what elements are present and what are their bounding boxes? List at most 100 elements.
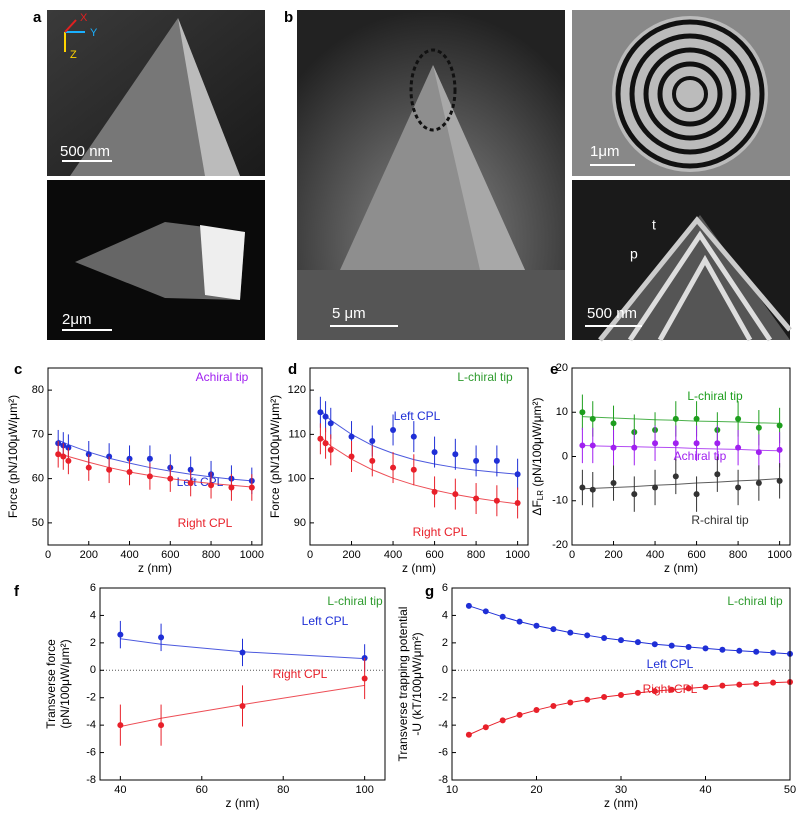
point [714,440,721,447]
x-tick-label: 200 [342,549,360,561]
x-tick-label: 400 [646,549,664,561]
point [550,702,557,709]
series-label: Left CPL [394,409,441,423]
point [327,420,334,427]
sem-image-a2: 2μm [47,180,265,340]
x-tick-label: 100 [355,784,373,796]
x-tick-label: 800 [467,549,485,561]
point [317,435,324,442]
point [579,442,586,449]
panel-label: b [284,9,293,26]
point [651,688,658,695]
scale-label: 500 nm [587,305,637,322]
series-label: L-chiral tip [687,389,743,403]
point [736,681,743,688]
point [589,442,596,449]
scale-label: 2μm [62,311,91,328]
point [361,675,368,682]
point [410,466,417,473]
y-tick-label: 90 [294,517,306,529]
x-tick-label: 60 [196,784,208,796]
annotation: L-chiral tip [727,594,783,608]
y-tick-label: 2 [442,637,448,649]
y-tick-label: -20 [552,539,568,551]
x-tick-label: 20 [530,784,542,796]
point [618,691,624,698]
point [327,446,334,453]
sem-image-a1: 500 nm X Y Z [47,10,265,176]
y-tick-label: -2 [86,692,96,704]
point [146,455,153,462]
scale-label: 5 μm [332,305,366,322]
point [516,618,523,625]
annotation: Achiral tip [196,370,249,384]
point [693,491,700,498]
point [618,637,624,644]
point [482,724,489,731]
x-tick-label: 30 [615,784,627,796]
point [685,643,692,650]
point [117,631,124,638]
point [167,475,174,482]
y-axis-label: (pN/100μW/μm²) [58,639,72,728]
point [631,491,638,498]
plot-frame [451,587,791,781]
point [390,426,397,433]
point [601,694,608,701]
series-label: Left CPL [302,614,349,628]
point [753,680,760,687]
point [208,482,215,489]
fit-line [58,452,252,488]
point [579,409,586,416]
point [702,645,709,652]
y-tick-label: 0 [442,664,448,676]
plot-frame [99,587,386,781]
point [736,647,743,654]
point [634,689,641,696]
point [770,649,777,656]
point [410,433,417,440]
annotation: t [652,217,656,233]
point [652,484,659,491]
point [714,471,721,478]
point [776,422,783,429]
x-tick-label: 1000 [240,549,264,561]
point [672,473,679,480]
point [567,699,574,706]
point [493,497,500,504]
sem-image-b: 5 μm [297,10,565,340]
x-tick-label: 0 [569,549,575,561]
point [146,473,153,480]
x-tick-label: 600 [687,549,705,561]
point [465,731,472,738]
axis-label: Y [90,27,98,39]
x-tick-label: 0 [307,549,313,561]
series-label: Right CPL [178,516,233,530]
x-tick-label: 800 [729,549,747,561]
x-tick-label: 40 [699,784,711,796]
x-tick-label: 200 [604,549,622,561]
series-label: Right CPL [643,682,698,696]
y-tick-label: -10 [552,495,568,507]
point [735,484,742,491]
point [55,451,62,458]
y-axis-label: Transverse trapping potential [396,607,410,762]
point [431,449,438,456]
point [610,444,617,451]
panel-label: d [288,361,297,378]
point [158,634,165,641]
point [452,491,459,498]
point [85,464,92,471]
y-axis-label-sub: LR [536,490,545,500]
x-tick-label: 400 [384,549,402,561]
fit-line [320,436,518,505]
point [567,629,574,636]
y-tick-label: 0 [90,664,96,676]
point [693,440,700,447]
point [322,413,329,420]
y-tick-label: -8 [86,774,96,786]
series-label: Right CPL [273,667,328,681]
y-axis-label: Force (pN/100μW/μm²) [268,395,282,518]
y-axis-label-main: ΔF [530,500,544,515]
y-tick-label: 4 [442,609,448,621]
